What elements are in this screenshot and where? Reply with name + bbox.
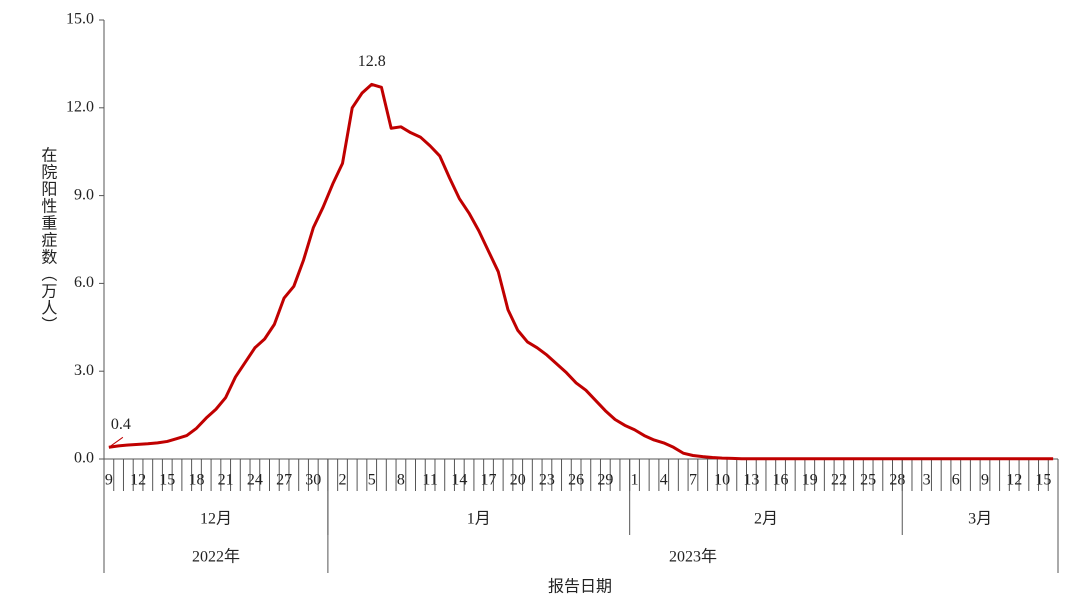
x-tick-label: 8 bbox=[397, 472, 405, 489]
x-tick-label: 11 bbox=[422, 472, 437, 489]
x-tick-label: 6 bbox=[952, 472, 960, 489]
x-tick-label: 30 bbox=[305, 472, 321, 489]
x-tick-label: 19 bbox=[802, 472, 818, 489]
x-tick-label: 7 bbox=[689, 472, 697, 489]
x-tick-label: 5 bbox=[368, 472, 376, 489]
x-tick-label: 1 bbox=[631, 472, 639, 489]
year-label: 2023年 bbox=[669, 548, 717, 566]
x-tick-label: 17 bbox=[481, 472, 497, 489]
x-tick-label: 16 bbox=[773, 472, 789, 489]
x-tick-label: 2 bbox=[339, 472, 347, 489]
value-label-leader bbox=[108, 436, 124, 448]
x-tick-label: 3 bbox=[923, 472, 931, 489]
x-tick-label: 15 bbox=[159, 472, 175, 489]
y-tick-label: 9.0 bbox=[74, 186, 94, 203]
y-tick-label: 0.0 bbox=[74, 450, 94, 467]
x-tick-label: 9 bbox=[105, 472, 113, 489]
y-tick-label: 12.0 bbox=[66, 98, 94, 115]
x-tick-label: 27 bbox=[276, 472, 292, 489]
x-tick-label: 29 bbox=[597, 472, 613, 489]
x-tick-label: 22 bbox=[831, 472, 847, 489]
x-tick-label: 23 bbox=[539, 472, 555, 489]
y-tick-label: 15.0 bbox=[66, 11, 94, 28]
x-axis-label: 报告日期 bbox=[548, 578, 612, 596]
x-tick-label: 28 bbox=[889, 472, 905, 489]
value-label: 0.4 bbox=[111, 416, 131, 433]
x-tick-label: 25 bbox=[860, 472, 876, 489]
value-label: 12.8 bbox=[358, 53, 386, 70]
x-tick-label: 10 bbox=[714, 472, 730, 489]
y-tick-label: 6.0 bbox=[74, 274, 94, 291]
x-tick-label: 14 bbox=[451, 472, 467, 489]
x-tick-label: 18 bbox=[188, 472, 204, 489]
x-tick-label: 26 bbox=[568, 472, 584, 489]
y-tick-label: 3.0 bbox=[74, 362, 94, 379]
month-label: 3月 bbox=[968, 511, 992, 528]
x-tick-label: 12 bbox=[130, 472, 146, 489]
year-label: 2022年 bbox=[192, 548, 240, 566]
data-line bbox=[108, 82, 1054, 461]
x-tick-label: 21 bbox=[218, 472, 234, 489]
x-tick-label: 20 bbox=[510, 472, 526, 489]
month-label: 1月 bbox=[467, 511, 491, 528]
x-tick-label: 4 bbox=[660, 472, 668, 489]
x-tick-label: 9 bbox=[981, 472, 989, 489]
y-axis-label: 在院阳性重症数（万人） bbox=[38, 147, 57, 334]
x-tick-label: 13 bbox=[743, 472, 759, 489]
x-tick-label: 24 bbox=[247, 472, 263, 489]
x-tick-label: 15 bbox=[1035, 472, 1051, 489]
x-tick-label: 12 bbox=[1006, 472, 1022, 489]
month-label: 2月 bbox=[754, 511, 778, 528]
month-label: 12月 bbox=[200, 511, 232, 528]
